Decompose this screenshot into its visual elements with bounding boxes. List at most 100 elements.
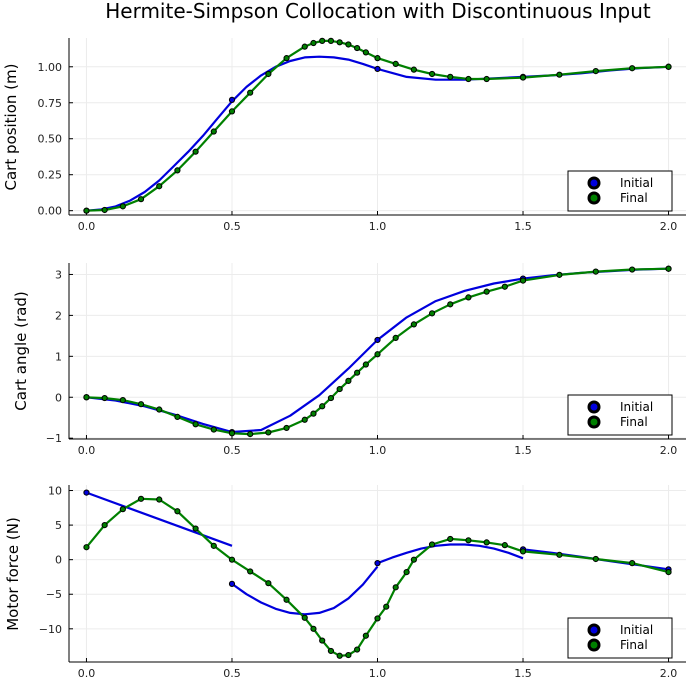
y-tick-label: 0	[55, 391, 62, 404]
x-tick-label: 0.0	[78, 444, 96, 457]
final-marker	[310, 625, 317, 632]
y-tick-label: 10	[48, 485, 62, 498]
legend-label-initial: Initial	[620, 176, 653, 190]
y-tick-label: 0.25	[38, 169, 63, 182]
legend-marker-final	[587, 638, 601, 652]
figure-title: Hermite-Simpson Collocation with Discont…	[105, 0, 651, 23]
subplots: 0.0 0.5 1.0 1.5 2.00.000.250.500.751.00Cart …	[2, 37, 686, 680]
legend-label-final: Final	[620, 191, 648, 205]
final-marker	[301, 614, 308, 621]
final-marker	[265, 429, 272, 436]
x-tick-label: 0.5	[223, 444, 241, 457]
initial-series-line	[377, 543, 524, 565]
final-marker	[447, 301, 454, 308]
final-marker	[283, 596, 290, 603]
final-marker	[362, 632, 369, 639]
x-tick-label: 0.0	[78, 220, 96, 233]
final-marker	[428, 541, 436, 548]
final-marker	[310, 410, 317, 417]
legend-marker-initial	[587, 400, 601, 414]
final-marker	[410, 556, 417, 563]
y-tick-label: 0.75	[38, 97, 63, 110]
x-tick-label: 2.0	[660, 444, 678, 457]
legend-box	[567, 617, 673, 659]
final-marker	[83, 394, 90, 401]
initial-marker	[228, 580, 236, 587]
final-marker	[247, 430, 254, 438]
final-marker	[265, 70, 272, 78]
final-marker	[319, 637, 326, 644]
initial-marker	[374, 336, 381, 344]
final-marker	[336, 652, 343, 659]
x-tick-label: 0.5	[223, 220, 241, 233]
legend-label-initial: Initial	[620, 623, 653, 637]
final-marker	[119, 203, 126, 210]
final-marker	[228, 430, 236, 437]
final-marker	[592, 555, 599, 563]
y-axis-label: Cart angle (rad)	[12, 291, 30, 410]
legend-marker-initial	[587, 623, 601, 637]
final-marker	[354, 44, 361, 52]
final-marker	[556, 71, 563, 78]
y-tick-label: 2	[55, 309, 62, 322]
final-marker	[319, 403, 326, 410]
final-marker	[392, 334, 399, 342]
initial-marker	[374, 560, 381, 567]
initial-marker	[83, 489, 90, 496]
final-marker	[519, 277, 527, 284]
final-marker	[483, 75, 490, 83]
final-marker	[210, 128, 217, 135]
y-axis-label: Motor force (N)	[4, 517, 22, 631]
legend-marker-final	[587, 415, 601, 429]
x-tick-label: 1.5	[514, 667, 532, 680]
y-tick-label: 1	[55, 350, 62, 363]
final-marker	[210, 426, 217, 433]
y-tick-label: −5	[46, 588, 62, 601]
final-marker	[447, 73, 454, 80]
y-tick-label: 3	[55, 268, 62, 281]
final-marker	[192, 148, 199, 155]
final-marker	[556, 551, 563, 558]
final-marker	[310, 39, 317, 47]
final-marker	[156, 406, 163, 413]
x-tick-label: 1.5	[514, 444, 532, 457]
x-tick-label: 1.0	[369, 444, 387, 457]
final-marker	[556, 271, 563, 278]
y-tick-label: 0	[55, 554, 62, 567]
y-tick-label: −10	[39, 623, 62, 636]
final-marker	[101, 206, 108, 214]
x-tick-label: 1.0	[369, 667, 387, 680]
subplot-3: 0.0 0.5 1.0 1.5 2.0 −10 −5 0 5 10 Motor force (N) I…	[4, 485, 686, 680]
initial-marker	[374, 65, 381, 73]
final-marker	[228, 108, 236, 115]
final-marker	[174, 413, 181, 420]
final-marker	[156, 496, 163, 503]
final-marker	[336, 385, 343, 393]
initial-series-line	[86, 491, 233, 547]
final-marker	[247, 89, 254, 96]
final-marker	[501, 283, 508, 290]
final-marker	[301, 416, 308, 423]
final-marker	[428, 310, 436, 317]
final-marker	[174, 167, 181, 174]
x-tick-label: 0.0	[78, 667, 96, 680]
legend-label-final: Final	[620, 415, 648, 429]
legend-marker-initial	[587, 176, 601, 190]
final-marker	[374, 615, 381, 622]
final-marker	[665, 63, 672, 70]
final-marker	[410, 66, 417, 73]
final-marker	[327, 647, 335, 655]
legend-box	[567, 394, 673, 436]
final-marker	[319, 37, 326, 44]
final-marker	[247, 568, 254, 575]
legend-box	[567, 170, 673, 212]
final-marker	[592, 67, 599, 75]
final-marker	[629, 266, 636, 273]
final-marker	[83, 544, 90, 551]
final-marker	[362, 361, 369, 368]
final-marker	[345, 41, 352, 48]
final-marker	[465, 537, 472, 544]
final-marker	[354, 646, 361, 653]
legend-marker-final	[587, 191, 601, 205]
